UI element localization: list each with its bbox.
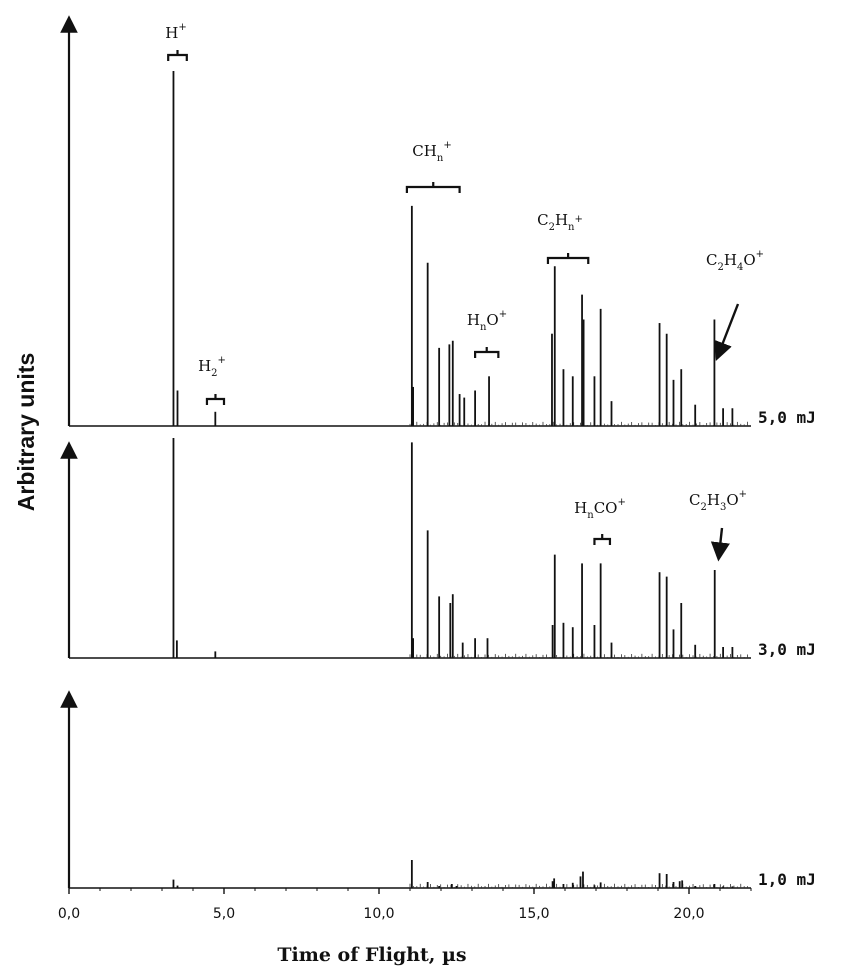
x-axis-label: Time of Flight, µs — [277, 944, 466, 966]
ion-label: C2H4O+ — [706, 249, 764, 273]
bracket — [546, 253, 590, 264]
bracket — [405, 182, 461, 193]
bracket — [167, 50, 188, 61]
bracket — [593, 534, 612, 545]
energy-label: 1,0 mJ — [758, 870, 816, 889]
x-tick-label: 15,0 — [518, 906, 549, 922]
baseline-noise — [409, 421, 748, 426]
baseline-noise — [409, 883, 748, 888]
annotation: HnO+ — [467, 309, 507, 358]
ion-label: CHn+ — [412, 140, 451, 164]
ion-label: C2H3O+ — [689, 489, 747, 513]
x-tick-label: 10,0 — [363, 906, 394, 922]
y-axis-label: Arbitrary units — [13, 353, 39, 511]
annotation: HnCO+ — [574, 497, 626, 545]
annotation: C2Hn+ — [537, 211, 590, 264]
annotation: C2H3O+ — [689, 489, 747, 562]
ion-label: H+ — [165, 22, 186, 42]
ion-label: H2+ — [198, 355, 226, 379]
panel-1: 5,0 mJ — [60, 15, 816, 427]
annotation: CHn+ — [405, 140, 461, 193]
baseline-noise — [409, 653, 748, 658]
ion-label: C2Hn+ — [537, 211, 583, 233]
x-tick-label: 5,0 — [213, 906, 235, 922]
panel-3: 1,0 mJ — [60, 690, 816, 889]
ion-label: HnO+ — [467, 309, 507, 333]
bracket — [474, 347, 500, 358]
x-axis: 0,0 5,0 10,0 15,0 20,0 — [58, 888, 752, 922]
annotation: C2H4O+ — [706, 249, 764, 361]
energy-label: 3,0 mJ — [758, 640, 816, 659]
ion-label: HnCO+ — [574, 497, 626, 521]
x-tick-label: 20,0 — [673, 906, 704, 922]
panel-2: 3,0 mJ — [60, 438, 816, 659]
annotation: H+ — [165, 22, 188, 61]
arrow — [713, 303, 740, 361]
x-tick-label: 0,0 — [58, 906, 80, 922]
spectra-panels: 5,0 mJ 3,0 mJ 1,0 mJ H+ H2+ CHn+ HnO+ C2Hn+ C2H4… — [60, 15, 816, 889]
energy-label: 5,0 mJ — [758, 408, 816, 427]
arrow — [710, 527, 730, 562]
bracket — [205, 394, 226, 405]
annotation: H2+ — [198, 355, 226, 405]
